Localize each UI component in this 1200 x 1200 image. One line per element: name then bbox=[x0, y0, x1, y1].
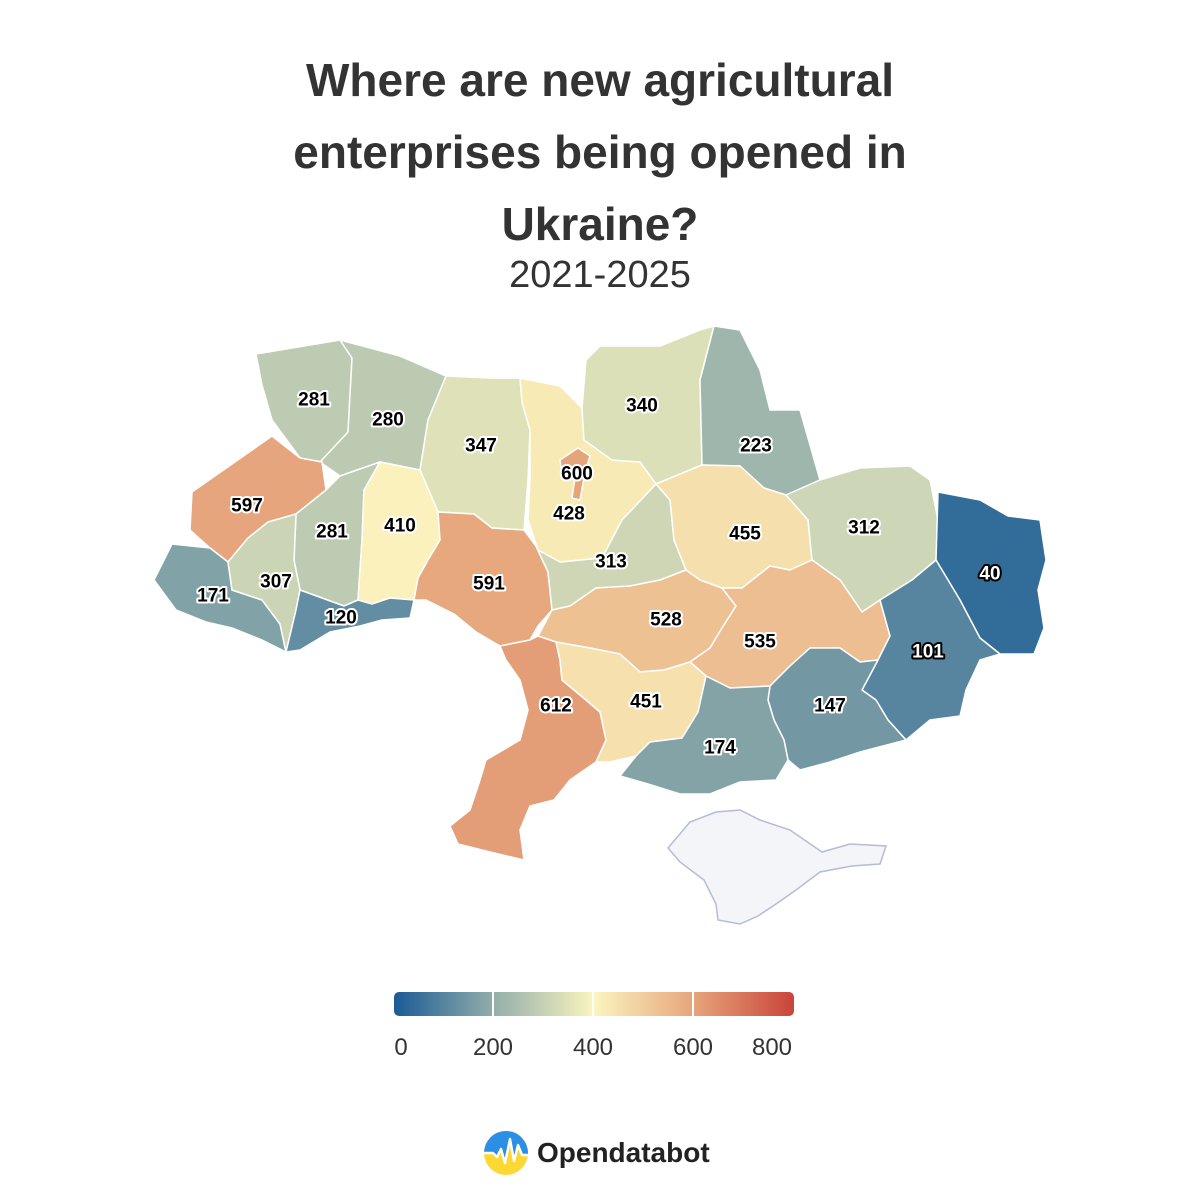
region-value-donetsk: 101 bbox=[912, 642, 944, 663]
brand-name: Opendatabot bbox=[537, 1137, 710, 1168]
map-title: Where are new agricultural enterprises b… bbox=[293, 54, 907, 250]
region-value-poltava: 455 bbox=[729, 524, 761, 545]
region-value-chernivtsi: 120 bbox=[325, 608, 357, 629]
map-subtitle: 2021-2025 bbox=[509, 254, 691, 296]
color-scale-bar bbox=[394, 992, 794, 1016]
legend-label-800: 800 bbox=[751, 1034, 793, 1061]
region-value-odesa: 612 bbox=[540, 696, 572, 717]
legend-tick bbox=[492, 992, 494, 1016]
region-value-khmelnytskyi: 410 bbox=[384, 516, 416, 537]
region-value-ivano-frankivsk: 307 bbox=[260, 572, 292, 593]
region-value-vinnytsia: 591 bbox=[473, 574, 505, 595]
region-value-zakarpattia: 171 bbox=[197, 586, 229, 607]
region-value-kherson: 174 bbox=[704, 738, 736, 759]
region-crimea-no-data bbox=[667, 809, 888, 925]
opendatabot-logo-icon bbox=[484, 1131, 528, 1175]
region-value-kharkiv: 312 bbox=[848, 518, 880, 539]
region-value-mykolaiv: 451 bbox=[630, 692, 662, 713]
legend-label-400: 400 bbox=[572, 1034, 614, 1061]
region-value-luhansk: 40 bbox=[979, 564, 1000, 585]
region-value-zhytomyr: 347 bbox=[465, 436, 497, 457]
region-value-kyiv-city: 600 bbox=[561, 464, 593, 485]
legend-tick bbox=[692, 992, 694, 1016]
legend-tick bbox=[592, 992, 594, 1016]
region-value-kirovohrad: 528 bbox=[650, 610, 682, 631]
legend-label-0: 0 bbox=[394, 1034, 408, 1061]
region-value-zaporizhzhia: 147 bbox=[814, 696, 846, 717]
region-value-cherkasy: 313 bbox=[595, 552, 627, 573]
region-value-kyiv-oblast: 428 bbox=[553, 504, 585, 525]
region-value-ternopil: 281 bbox=[316, 522, 348, 543]
legend-label-200: 200 bbox=[472, 1034, 514, 1061]
region-kherson[interactable] bbox=[619, 675, 789, 795]
region-value-dnipropetrovsk: 535 bbox=[744, 632, 776, 653]
brand-footer: Opendatabot bbox=[484, 1131, 710, 1175]
region-kyiv-city[interactable] bbox=[559, 447, 591, 501]
region-ivano-frankivsk[interactable] bbox=[227, 513, 301, 653]
region-chernivtsi[interactable] bbox=[285, 589, 415, 653]
legend-label-600: 600 bbox=[672, 1034, 714, 1061]
region-value-chernihiv: 340 bbox=[626, 396, 658, 417]
region-value-lviv: 597 bbox=[231, 496, 263, 517]
region-value-volyn: 281 bbox=[298, 390, 330, 411]
region-value-rivne: 280 bbox=[372, 410, 404, 431]
region-value-sumy: 223 bbox=[740, 436, 772, 457]
